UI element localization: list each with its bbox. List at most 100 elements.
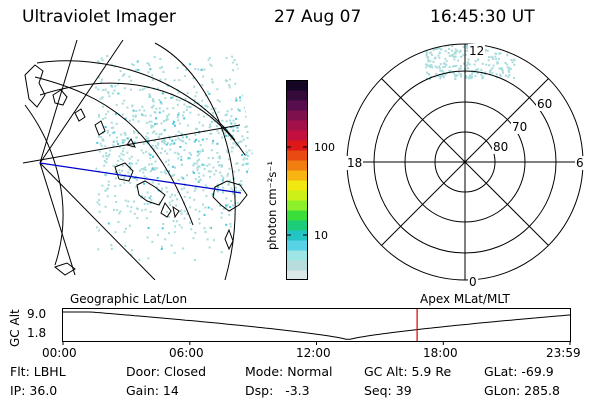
- colorbar-tick-10: 10: [314, 229, 328, 242]
- emission-pixel: [195, 185, 197, 188]
- emission-pixel: [222, 207, 225, 210]
- orbit-timeline[interactable]: [58, 305, 576, 345]
- emission-pixel: [115, 201, 118, 203]
- status-mode: Mode: Normal: [245, 364, 333, 379]
- emission-pixel: [104, 145, 107, 148]
- emission-pixel: [226, 110, 229, 113]
- emission-pixel: [114, 177, 117, 180]
- emission-pixel: [96, 141, 99, 144]
- emission-pixel: [105, 161, 108, 164]
- emission-pixel: [100, 81, 103, 84]
- emission-pixel: [158, 201, 161, 204]
- emission-pixel: [164, 150, 167, 153]
- emission-pixel: [441, 70, 443, 73]
- emission-pixel: [237, 169, 240, 172]
- emission-pixel: [484, 71, 487, 74]
- emission-pixel: [151, 181, 154, 184]
- emission-pixel: [131, 249, 133, 252]
- emission-pixel: [477, 58, 480, 61]
- emission-pixel: [444, 65, 447, 68]
- emission-pixel: [210, 149, 213, 152]
- emission-pixel: [145, 121, 148, 124]
- emission-pixel: [117, 83, 120, 86]
- emission-pixel: [110, 247, 113, 250]
- emission-pixel: [214, 107, 217, 110]
- emission-pixel: [221, 179, 224, 182]
- emission-pixel: [221, 119, 224, 122]
- emission-pixel: [498, 52, 501, 55]
- emission-pixel: [120, 175, 123, 178]
- emission-pixel: [207, 157, 210, 159]
- emission-pixel: [104, 116, 107, 119]
- emission-pixel: [108, 134, 111, 137]
- mlt-label-18: 18: [346, 156, 364, 170]
- emission-pixel: [215, 169, 217, 172]
- emission-pixel: [430, 64, 433, 67]
- emission-pixel: [434, 44, 437, 46]
- emission-pixel: [501, 68, 503, 71]
- emission-pixel: [151, 78, 154, 81]
- emission-pixel: [465, 76, 467, 79]
- emission-pixel: [161, 227, 164, 230]
- emission-pixel: [192, 171, 195, 174]
- emission-pixel: [97, 248, 100, 251]
- emission-pixel: [209, 175, 211, 178]
- emission-pixel: [462, 62, 465, 65]
- mlt-label-6: 6: [575, 156, 585, 170]
- emission-pixel: [465, 75, 468, 78]
- emission-pixel: [203, 164, 206, 167]
- emission-pixel: [507, 47, 509, 50]
- polar-plot[interactable]: [340, 42, 590, 287]
- emission-pixel: [434, 65, 437, 68]
- emission-pixel: [170, 96, 173, 99]
- emission-pixel: [481, 77, 484, 80]
- emission-pixel: [453, 52, 456, 55]
- emission-pixel: [235, 162, 238, 165]
- emission-pixel: [245, 115, 248, 118]
- emission-pixel: [217, 161, 220, 163]
- emission-pixel: [137, 120, 140, 123]
- emission-pixel: [201, 148, 204, 151]
- emission-pixel: [202, 75, 205, 78]
- emission-pixel: [499, 74, 502, 77]
- emission-pixel: [222, 186, 225, 189]
- emission-pixel: [181, 140, 184, 142]
- emission-pixel: [189, 221, 192, 224]
- emission-pixel: [195, 91, 198, 94]
- emission-pixel: [510, 59, 513, 61]
- emission-pixel: [165, 186, 168, 189]
- emission-pixel: [454, 55, 457, 58]
- emission-pixel: [173, 231, 176, 234]
- emission-pixel: [193, 198, 196, 201]
- emission-pixel: [207, 206, 210, 209]
- emission-pixel: [195, 138, 197, 141]
- emission-pixel: [230, 146, 233, 149]
- emission-pixel: [249, 190, 252, 193]
- emission-pixel: [148, 64, 151, 67]
- emission-pixel: [235, 117, 238, 120]
- emission-pixel: [171, 193, 174, 196]
- emission-pixel: [492, 64, 495, 67]
- emission-pixel: [254, 249, 255, 251]
- colorbar-band: [286, 150, 308, 161]
- emission-pixel: [230, 115, 233, 118]
- emission-pixel: [151, 166, 154, 169]
- emission-pixel: [107, 222, 110, 225]
- emission-pixel: [238, 232, 241, 234]
- emission-pixel: [180, 188, 183, 191]
- geographic-image-panel[interactable]: [15, 35, 255, 280]
- emission-pixel: [195, 187, 198, 190]
- emission-pixel: [511, 61, 514, 64]
- emission-pixel: [138, 258, 141, 261]
- status-glat: GLat: -69.9: [484, 364, 554, 379]
- colorbar-tick-100: 100: [314, 141, 335, 154]
- emission-pixel: [227, 158, 230, 161]
- emission-pixel: [198, 218, 201, 220]
- emission-pixel: [217, 156, 220, 159]
- colorbar-band: [286, 120, 308, 131]
- emission-pixel: [164, 238, 167, 241]
- emission-pixel: [186, 105, 189, 108]
- emission-pixel: [151, 106, 154, 109]
- emission-pixel: [134, 114, 137, 117]
- emission-pixel: [129, 165, 132, 168]
